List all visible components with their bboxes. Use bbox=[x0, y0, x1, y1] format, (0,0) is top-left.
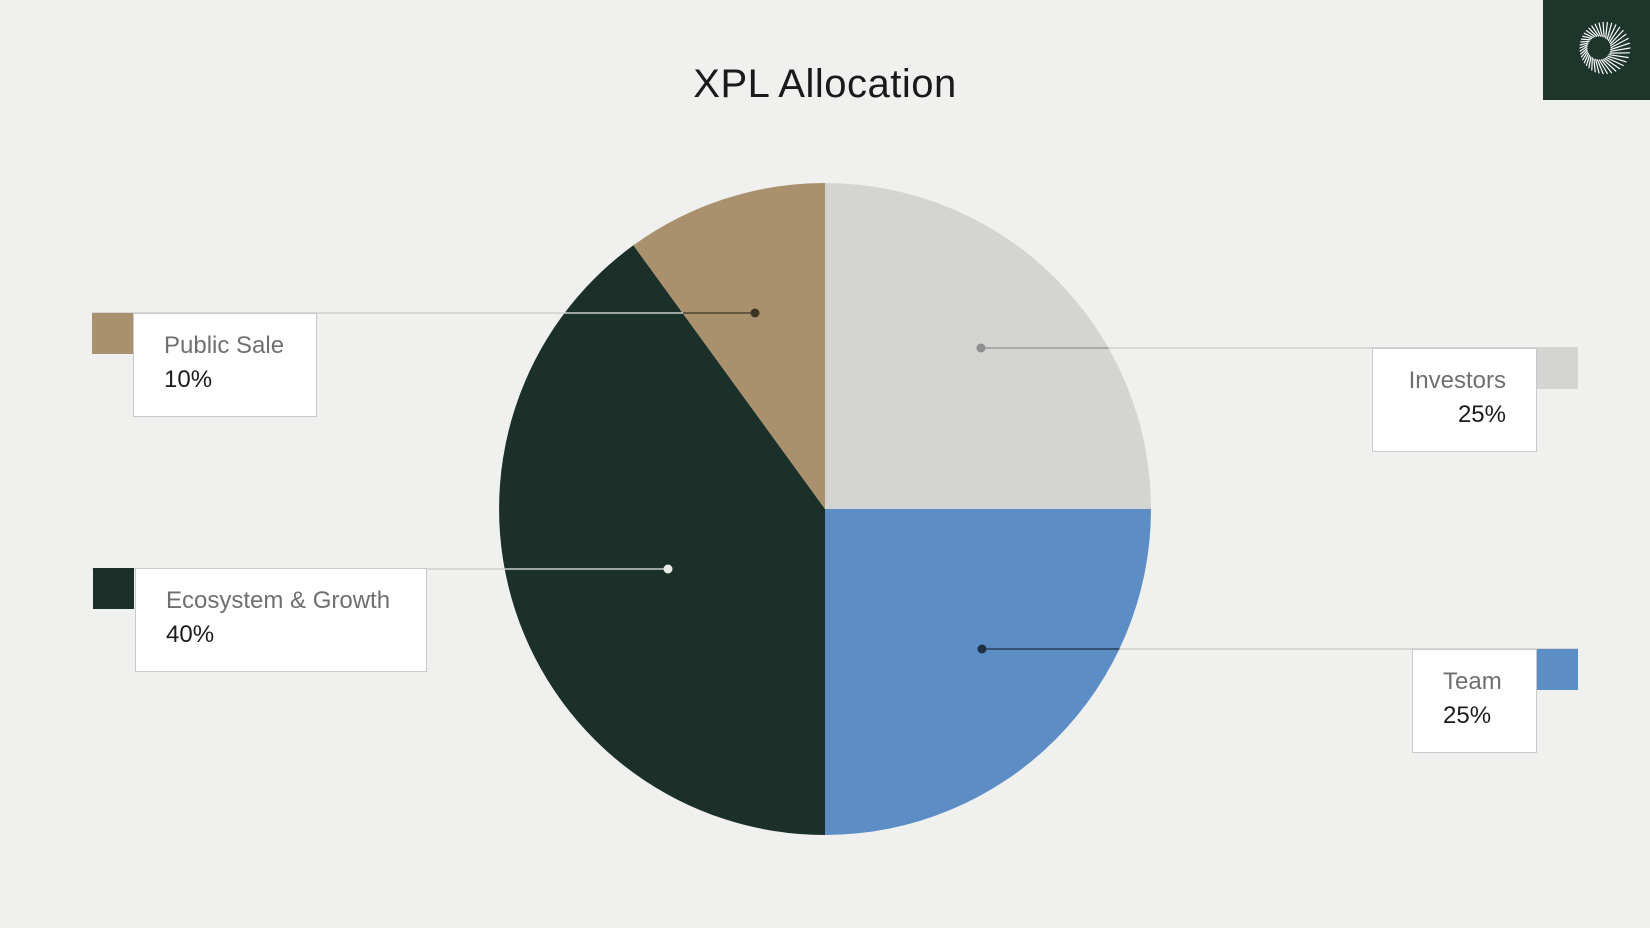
segment-value: 40% bbox=[166, 621, 215, 648]
chart-title: XPL Allocation bbox=[693, 62, 957, 106]
pie-slice-public-sale bbox=[633, 183, 825, 509]
segment-label: Team bbox=[1443, 668, 1502, 695]
segment-value: 25% bbox=[1443, 702, 1492, 729]
segment-value: 10% bbox=[164, 366, 213, 393]
leader-dot-public-sale bbox=[750, 308, 760, 318]
leader-dot-investors bbox=[976, 343, 986, 353]
callout-card-ecosystem-growth: Ecosystem & Growth 40% bbox=[135, 568, 427, 672]
leader-dot-team bbox=[977, 644, 987, 654]
brand-logo bbox=[1543, 0, 1650, 100]
segment-label: Ecosystem & Growth bbox=[166, 587, 391, 614]
pie-slice-investors bbox=[825, 183, 1151, 509]
callout-card-investors: Investors 25% bbox=[1372, 348, 1537, 452]
leader-dot-ecosystem-growth bbox=[663, 564, 673, 574]
callout-card-public-sale: Public Sale 10% bbox=[133, 313, 317, 417]
segment-label: Public Sale bbox=[164, 332, 285, 359]
legend-swatch-ecosystem-growth bbox=[93, 568, 134, 609]
spiral-sunburst-icon bbox=[1579, 21, 1631, 75]
pie-slice-team bbox=[825, 509, 1151, 835]
segment-label: Investors bbox=[1408, 367, 1506, 394]
legend-swatch-investors bbox=[1537, 348, 1578, 389]
legend-swatch-public-sale bbox=[92, 313, 133, 354]
pie-slice-ecosystem-growth bbox=[499, 245, 825, 836]
legend-swatch-team bbox=[1537, 649, 1578, 690]
segment-value: 25% bbox=[1457, 401, 1506, 428]
callout-card-team: Team 25% bbox=[1412, 649, 1537, 753]
